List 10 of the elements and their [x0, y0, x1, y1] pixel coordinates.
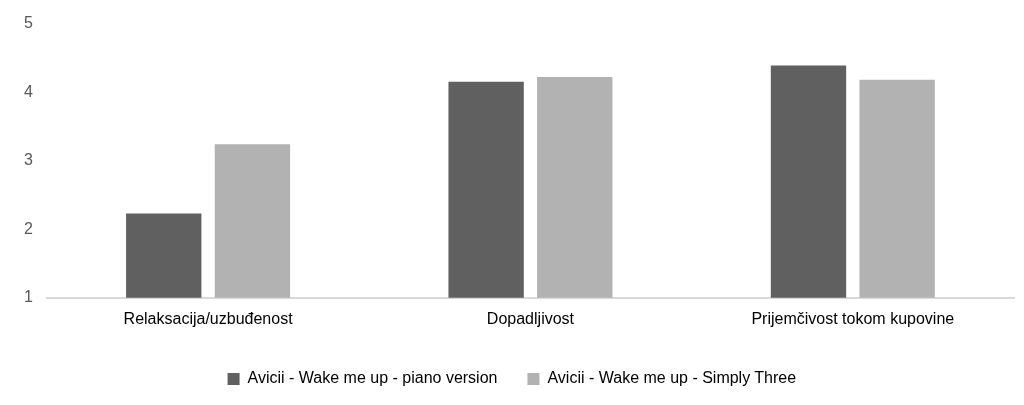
x-tick-label: Relaksacija/uzbuđenost [123, 309, 294, 327]
x-tick-label: Dopadljivost [486, 309, 575, 327]
y-tick-label: 5 [23, 14, 33, 32]
legend-label: Avicii - Wake me up - piano version [247, 369, 498, 387]
y-tick-label: 2 [23, 219, 33, 237]
y-tick-label: 3 [23, 151, 33, 169]
legend-label: Avicii - Wake me up - Simply Three [547, 369, 797, 387]
x-tick-label: Prijemčivost tokom kupovine [751, 309, 955, 327]
y-tick-label: 4 [23, 82, 33, 100]
y-tick-label: 1 [23, 288, 33, 306]
